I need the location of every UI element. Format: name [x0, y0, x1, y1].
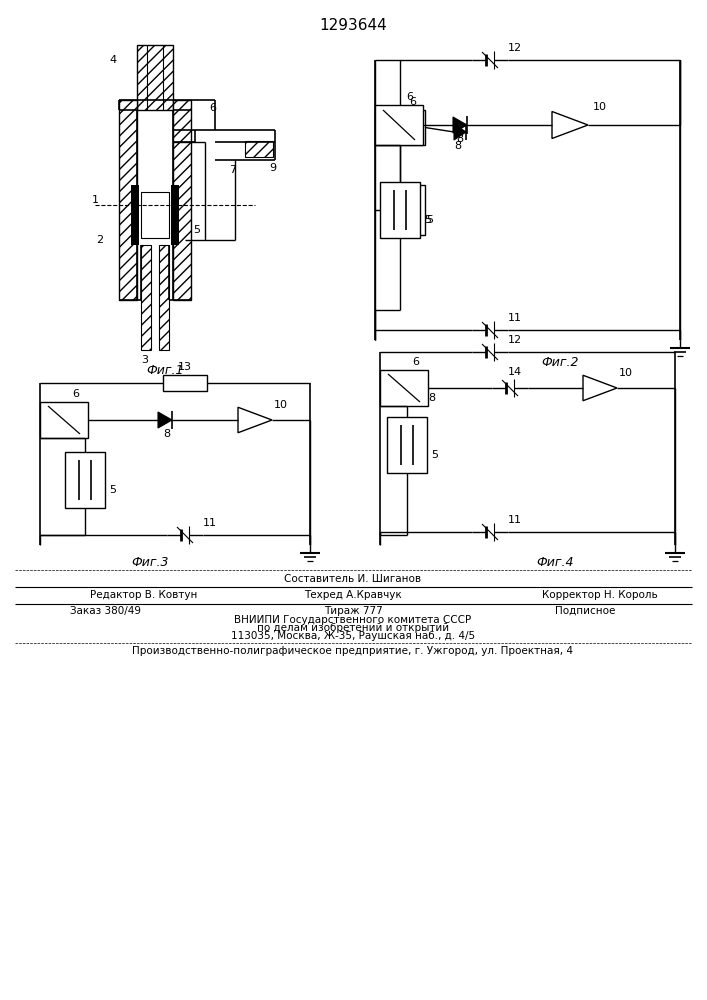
Bar: [380, 182, 420, 238]
Text: 3: 3: [141, 355, 148, 365]
Bar: [380, 370, 428, 406]
Text: 6: 6: [407, 92, 414, 102]
Text: Корректор Н. Король: Корректор Н. Король: [542, 590, 658, 600]
Bar: [173, 100, 191, 300]
Text: 9: 9: [269, 163, 276, 173]
Text: Фиг.2: Фиг.2: [542, 356, 579, 368]
Text: 7: 7: [230, 165, 237, 175]
Bar: [163, 375, 207, 391]
Text: 4: 4: [110, 55, 117, 65]
Text: 14: 14: [508, 367, 522, 377]
Bar: [171, 185, 179, 245]
Text: 6: 6: [209, 103, 216, 113]
Text: 113035, Москва, Ж-35, Раушская наб., д. 4/5: 113035, Москва, Ж-35, Раушская наб., д. …: [231, 631, 475, 641]
Polygon shape: [454, 124, 466, 140]
Polygon shape: [453, 117, 467, 133]
Text: 12: 12: [508, 43, 522, 53]
Text: 1: 1: [91, 195, 98, 205]
Bar: [141, 245, 151, 350]
Text: 6: 6: [412, 357, 419, 367]
Bar: [159, 245, 169, 350]
Text: 1293644: 1293644: [319, 17, 387, 32]
Bar: [245, 141, 273, 157]
Text: Редактор В. Ковтун: Редактор В. Ковтун: [90, 590, 197, 600]
Bar: [387, 417, 427, 473]
Text: 5: 5: [426, 215, 433, 225]
Text: Подписное: Подписное: [555, 606, 615, 616]
Text: Фиг.3: Фиг.3: [132, 556, 169, 568]
Bar: [375, 105, 423, 145]
Text: Техред А.Кравчук: Техред А.Кравчук: [304, 590, 402, 600]
Text: 6: 6: [409, 97, 416, 107]
Text: Фиг.4: Фиг.4: [536, 556, 574, 568]
Bar: [375, 110, 425, 145]
Text: 6: 6: [73, 389, 79, 399]
Text: 12: 12: [508, 335, 522, 345]
Bar: [40, 402, 88, 438]
Text: 10: 10: [274, 400, 288, 410]
Text: 11: 11: [508, 515, 522, 525]
Text: 8: 8: [457, 134, 464, 144]
Text: 2: 2: [96, 235, 103, 245]
Bar: [385, 185, 425, 235]
Bar: [119, 100, 137, 300]
Bar: [131, 185, 139, 245]
Text: Производственно-полиграфическое предприятие, г. Ужгород, ул. Проектная, 4: Производственно-полиграфическое предприя…: [132, 646, 573, 656]
Text: 11: 11: [508, 313, 522, 323]
Text: Фиг.1: Фиг.1: [146, 363, 184, 376]
Text: 8: 8: [428, 393, 436, 403]
Text: 10: 10: [593, 102, 607, 112]
Text: 10: 10: [619, 368, 633, 378]
Text: 5: 5: [424, 215, 431, 225]
Text: 8: 8: [163, 429, 170, 439]
Bar: [139, 190, 171, 240]
Bar: [65, 452, 105, 508]
Text: 5: 5: [194, 225, 201, 235]
Text: 5: 5: [110, 485, 117, 495]
Text: Заказ 380/49: Заказ 380/49: [70, 606, 141, 616]
Text: 13: 13: [178, 362, 192, 372]
Text: Тираж 777: Тираж 777: [324, 606, 382, 616]
Bar: [137, 45, 173, 110]
Text: 5: 5: [431, 450, 438, 460]
Text: по делам изобретений и открытий: по делам изобретений и открытий: [257, 623, 449, 633]
Text: 11: 11: [203, 518, 217, 528]
Bar: [141, 192, 169, 238]
Text: Составитель И. Шиганов: Составитель И. Шиганов: [284, 574, 421, 584]
Text: ВНИИПИ Государственного комитета СССР: ВНИИПИ Государственного комитета СССР: [235, 615, 472, 625]
Text: 8: 8: [455, 141, 462, 151]
Polygon shape: [158, 412, 172, 428]
